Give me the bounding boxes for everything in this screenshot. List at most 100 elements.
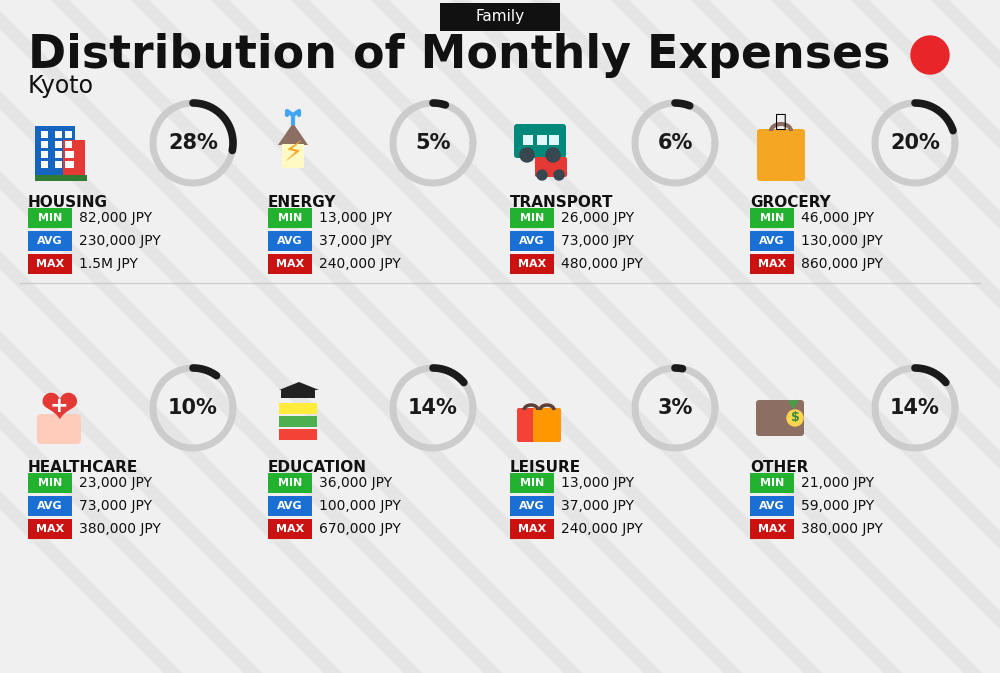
FancyBboxPatch shape [281,390,315,398]
Text: 28%: 28% [168,133,218,153]
Text: ENERGY: ENERGY [268,195,336,210]
Text: MIN: MIN [38,213,62,223]
FancyBboxPatch shape [510,496,554,516]
FancyBboxPatch shape [268,473,312,493]
Text: 82,000 JPY: 82,000 JPY [79,211,152,225]
FancyBboxPatch shape [55,131,62,138]
FancyBboxPatch shape [37,414,81,444]
FancyBboxPatch shape [750,496,794,516]
Text: MIN: MIN [278,478,302,488]
FancyBboxPatch shape [65,161,72,168]
FancyBboxPatch shape [28,473,72,493]
FancyBboxPatch shape [28,496,72,516]
Text: LEISURE: LEISURE [510,460,581,475]
FancyBboxPatch shape [750,254,794,274]
Text: 21,000 JPY: 21,000 JPY [801,476,874,490]
Circle shape [537,170,547,180]
Text: MAX: MAX [518,524,546,534]
Text: 37,000 JPY: 37,000 JPY [561,499,634,513]
Text: 670,000 JPY: 670,000 JPY [319,522,401,536]
FancyBboxPatch shape [65,141,72,148]
Text: GROCERY: GROCERY [750,195,831,210]
Text: MAX: MAX [36,524,64,534]
FancyBboxPatch shape [35,175,87,181]
FancyBboxPatch shape [268,208,312,228]
FancyBboxPatch shape [440,3,560,31]
Text: MAX: MAX [758,524,786,534]
Text: AVG: AVG [37,501,63,511]
Text: MAX: MAX [276,259,304,269]
FancyBboxPatch shape [55,151,62,158]
Text: EDUCATION: EDUCATION [268,460,367,475]
Text: TRANSPORT: TRANSPORT [510,195,614,210]
Text: MIN: MIN [278,213,302,223]
FancyBboxPatch shape [510,519,554,539]
Text: Distribution of Monthly Expenses: Distribution of Monthly Expenses [28,32,890,77]
FancyBboxPatch shape [510,208,554,228]
Text: 73,000 JPY: 73,000 JPY [561,234,634,248]
Text: $: $ [791,411,799,425]
Circle shape [546,148,560,162]
FancyBboxPatch shape [533,408,561,442]
Text: ⚡: ⚡ [283,139,303,167]
Text: MAX: MAX [518,259,546,269]
Text: OTHER: OTHER [750,460,808,475]
Text: AVG: AVG [37,236,63,246]
Circle shape [520,148,534,162]
Text: 380,000 JPY: 380,000 JPY [801,522,883,536]
FancyBboxPatch shape [279,429,317,440]
Text: MIN: MIN [38,478,62,488]
Text: 23,000 JPY: 23,000 JPY [79,476,152,490]
FancyBboxPatch shape [28,208,72,228]
Text: 1.5M JPY: 1.5M JPY [79,257,138,271]
Text: MIN: MIN [760,213,784,223]
FancyBboxPatch shape [549,135,559,145]
Text: AVG: AVG [277,501,303,511]
Text: AVG: AVG [759,236,785,246]
Text: 3%: 3% [657,398,693,418]
FancyBboxPatch shape [268,496,312,516]
FancyBboxPatch shape [28,519,72,539]
Text: MAX: MAX [36,259,64,269]
Polygon shape [278,123,308,145]
FancyBboxPatch shape [268,254,312,274]
Text: 6%: 6% [657,133,693,153]
FancyBboxPatch shape [268,231,312,251]
FancyBboxPatch shape [510,231,554,251]
FancyBboxPatch shape [537,135,547,145]
FancyBboxPatch shape [65,131,72,138]
Text: 13,000 JPY: 13,000 JPY [561,476,634,490]
Text: 59,000 JPY: 59,000 JPY [801,499,874,513]
Circle shape [787,410,803,426]
FancyBboxPatch shape [28,254,72,274]
Text: 380,000 JPY: 380,000 JPY [79,522,161,536]
Text: MAX: MAX [758,259,786,269]
Text: HEALTHCARE: HEALTHCARE [28,460,138,475]
FancyBboxPatch shape [510,254,554,274]
FancyBboxPatch shape [41,141,48,148]
Text: 10%: 10% [168,398,218,418]
FancyBboxPatch shape [750,208,794,228]
Text: 73,000 JPY: 73,000 JPY [79,499,152,513]
Text: 26,000 JPY: 26,000 JPY [561,211,634,225]
FancyBboxPatch shape [756,400,804,436]
Text: 36,000 JPY: 36,000 JPY [319,476,392,490]
FancyBboxPatch shape [28,231,72,251]
Text: 240,000 JPY: 240,000 JPY [319,257,401,271]
FancyBboxPatch shape [535,157,567,177]
Text: 130,000 JPY: 130,000 JPY [801,234,883,248]
Circle shape [911,36,949,74]
FancyBboxPatch shape [41,161,48,168]
FancyBboxPatch shape [279,416,317,427]
FancyBboxPatch shape [67,151,74,158]
Text: 230,000 JPY: 230,000 JPY [79,234,161,248]
FancyBboxPatch shape [268,519,312,539]
Text: 14%: 14% [890,398,940,418]
FancyBboxPatch shape [41,131,48,138]
Text: 5%: 5% [415,133,451,153]
FancyBboxPatch shape [750,231,794,251]
FancyBboxPatch shape [750,519,794,539]
Text: 240,000 JPY: 240,000 JPY [561,522,643,536]
FancyBboxPatch shape [35,126,75,178]
Text: 480,000 JPY: 480,000 JPY [561,257,643,271]
